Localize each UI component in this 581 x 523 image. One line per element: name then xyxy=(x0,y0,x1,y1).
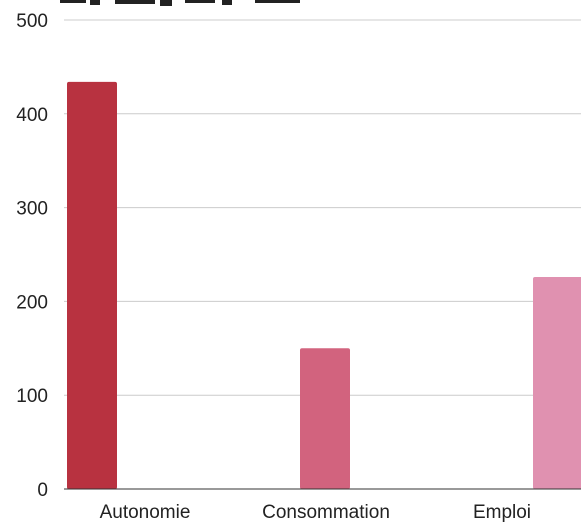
y-tick-label: 0 xyxy=(37,480,48,501)
bars xyxy=(67,81,581,490)
x-category-label: Emploi xyxy=(473,502,531,523)
y-axis-ticks: 0 100 200 300 400 500 xyxy=(16,11,48,501)
x-category-label: Consommation xyxy=(262,502,390,523)
title-fragment xyxy=(60,0,300,6)
gridlines xyxy=(64,19,581,396)
x-category-label: Autonomie xyxy=(100,502,191,523)
bar xyxy=(533,277,581,489)
y-tick-label: 300 xyxy=(16,199,48,220)
y-tick-label: 200 xyxy=(16,292,48,313)
bar xyxy=(67,81,117,490)
y-tick-label: 400 xyxy=(16,105,48,126)
y-tick-label: 500 xyxy=(16,11,48,32)
y-tick-label: 100 xyxy=(16,386,48,407)
x-axis-categories: Autonomie Consommation Emploi xyxy=(100,502,531,523)
bar xyxy=(300,348,350,489)
